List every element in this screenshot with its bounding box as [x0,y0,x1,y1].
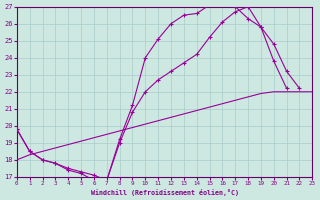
X-axis label: Windchill (Refroidissement éolien,°C): Windchill (Refroidissement éolien,°C) [91,189,239,196]
